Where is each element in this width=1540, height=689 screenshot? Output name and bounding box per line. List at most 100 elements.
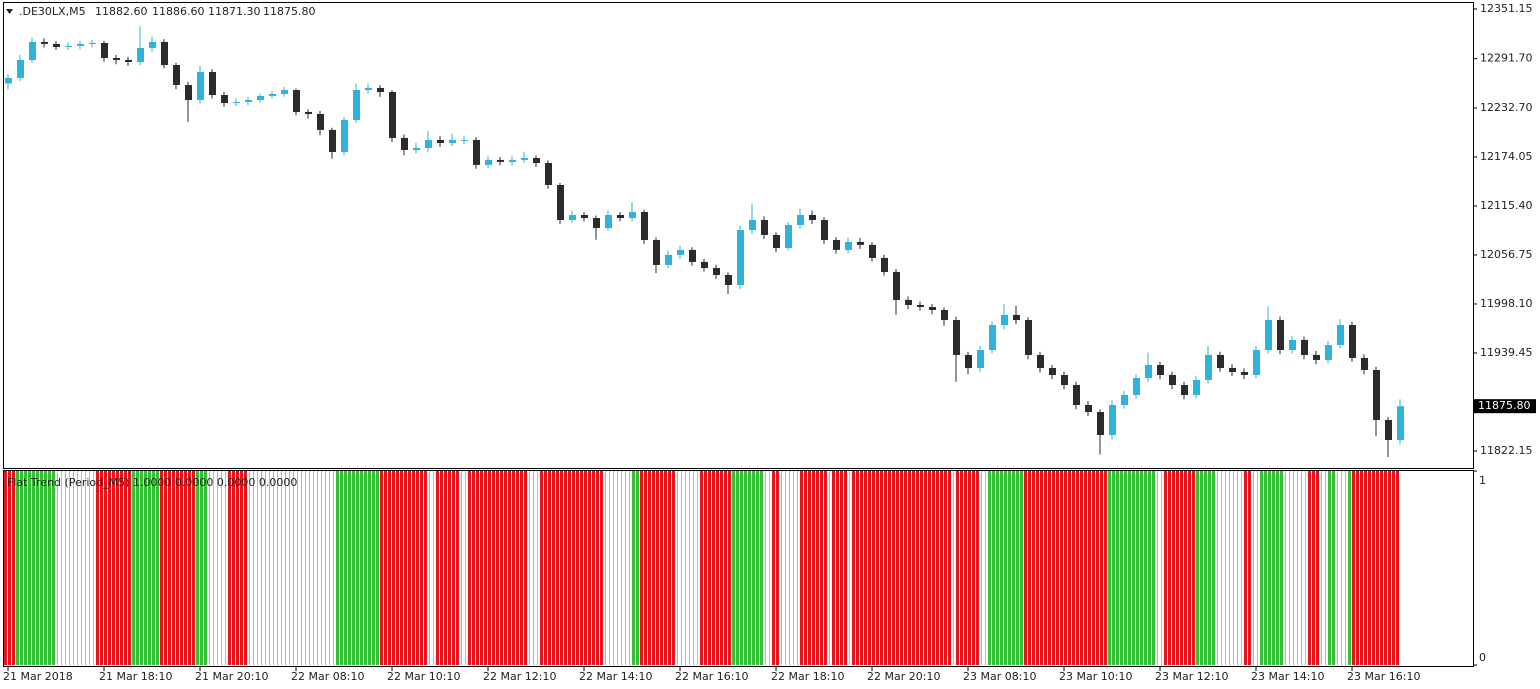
indicator-bar <box>760 471 763 665</box>
indicator-bar <box>412 471 415 665</box>
candle-body <box>113 57 120 60</box>
indicator-bar <box>172 471 175 665</box>
candle-body <box>893 271 900 300</box>
indicator-bar <box>644 471 647 665</box>
indicator-bar <box>672 471 675 665</box>
x-tick-label: 23 Mar 08:10 <box>963 670 1036 683</box>
indicator-bar <box>348 471 351 665</box>
indicator-bar <box>504 471 507 665</box>
candle-body <box>257 96 264 101</box>
indicator-bar <box>325 471 326 665</box>
indicator-bar <box>648 471 651 665</box>
indicator-bar <box>160 471 163 665</box>
candle-body <box>89 42 96 44</box>
indicator-bar <box>448 471 451 665</box>
indicator-bar <box>372 471 375 665</box>
candle-body <box>1241 371 1248 376</box>
indicator-bar <box>128 471 131 665</box>
indicator-bar <box>836 471 839 665</box>
indicator-bar <box>236 471 239 665</box>
indicator-bar <box>1048 471 1051 665</box>
candle-body <box>1013 314 1020 321</box>
candle-body <box>737 230 744 286</box>
indicator-bar <box>16 471 19 665</box>
indicator-bar <box>797 471 798 665</box>
candle-body <box>1325 345 1332 360</box>
price-panel: 12351.15 12291.70 12232.70 12174.05 12115.40… <box>5 2 1536 457</box>
indicator-bar <box>1229 471 1230 665</box>
ohlc-open: 11882.60 <box>95 5 148 18</box>
candle-body <box>1037 354 1044 368</box>
candle-body <box>137 47 144 62</box>
indicator-bar <box>376 471 379 665</box>
indicator-bar <box>400 471 403 665</box>
indicator-bar <box>1196 471 1199 665</box>
indicator-bar <box>1036 471 1039 665</box>
x-tick-label: 22 Mar 08:10 <box>291 670 364 683</box>
menu-triangle[interactable] <box>6 9 13 14</box>
candle-body <box>1397 406 1404 441</box>
indicator-bar <box>996 471 999 665</box>
indicator-bar <box>192 471 195 665</box>
indicator-bar <box>213 471 214 665</box>
indicator-bar <box>277 471 278 665</box>
indicator-bar <box>516 471 519 665</box>
indicator-bar <box>1241 471 1242 665</box>
indicator-bar <box>440 471 443 665</box>
indicator-bar <box>336 471 339 665</box>
indicator-bar <box>1108 471 1111 665</box>
candle-body <box>1193 380 1200 395</box>
indicator-bar <box>640 471 643 665</box>
indicator-bar <box>625 471 626 665</box>
indicator-bar <box>164 471 167 665</box>
indicator-bar <box>1280 471 1283 665</box>
current-price-box <box>1474 399 1536 414</box>
candle-body <box>485 159 492 165</box>
indicator-bar <box>132 471 135 665</box>
indicator-bar <box>1096 471 1099 665</box>
candle-body <box>509 159 516 162</box>
indicator-bar <box>928 471 931 665</box>
indicator-bar <box>912 471 915 665</box>
indicator-bar <box>340 471 343 665</box>
indicator-bar <box>900 471 903 665</box>
candle-body <box>497 159 504 162</box>
y-tick-label: 11822.15 <box>1480 444 1533 457</box>
indicator-bar <box>1100 471 1103 665</box>
indicator-bar <box>992 471 995 665</box>
indicator-bar <box>289 471 290 665</box>
candle-body <box>1385 419 1392 441</box>
candle-body <box>533 158 540 164</box>
indicator-bar <box>317 471 318 665</box>
indicator-bar <box>472 471 475 665</box>
indicator-bar <box>293 471 294 665</box>
candle-body <box>5 77 12 84</box>
indicator-bar <box>1180 471 1183 665</box>
indicator-bar <box>793 471 794 665</box>
indicator-bar <box>44 471 47 665</box>
indicator-bar <box>916 471 919 665</box>
candle-body <box>1109 404 1116 435</box>
indicator-bar <box>1268 471 1271 665</box>
indicator-bar <box>776 471 779 665</box>
candle-body <box>581 214 588 218</box>
candle-body <box>761 220 768 235</box>
indicator-bar <box>1028 471 1031 665</box>
indicator-bar <box>1116 471 1119 665</box>
indicator-bar <box>313 471 314 665</box>
candle-body <box>629 211 636 218</box>
indicator-bar <box>32 471 35 665</box>
candle-body <box>209 71 216 95</box>
x-tick-label: 22 Mar 16:10 <box>675 670 748 683</box>
candle-body <box>1301 339 1308 355</box>
indicator-bar <box>816 471 819 665</box>
indicator-bar <box>985 471 986 665</box>
indicator-bar <box>8 471 11 665</box>
indicator-bar <box>689 471 690 665</box>
indicator-bar <box>285 471 286 665</box>
indicator-bar <box>420 471 423 665</box>
indicator-bar <box>36 471 39 665</box>
indicator-bar <box>352 471 355 665</box>
indicator-bar <box>156 471 159 665</box>
indicator-bar <box>849 471 850 665</box>
